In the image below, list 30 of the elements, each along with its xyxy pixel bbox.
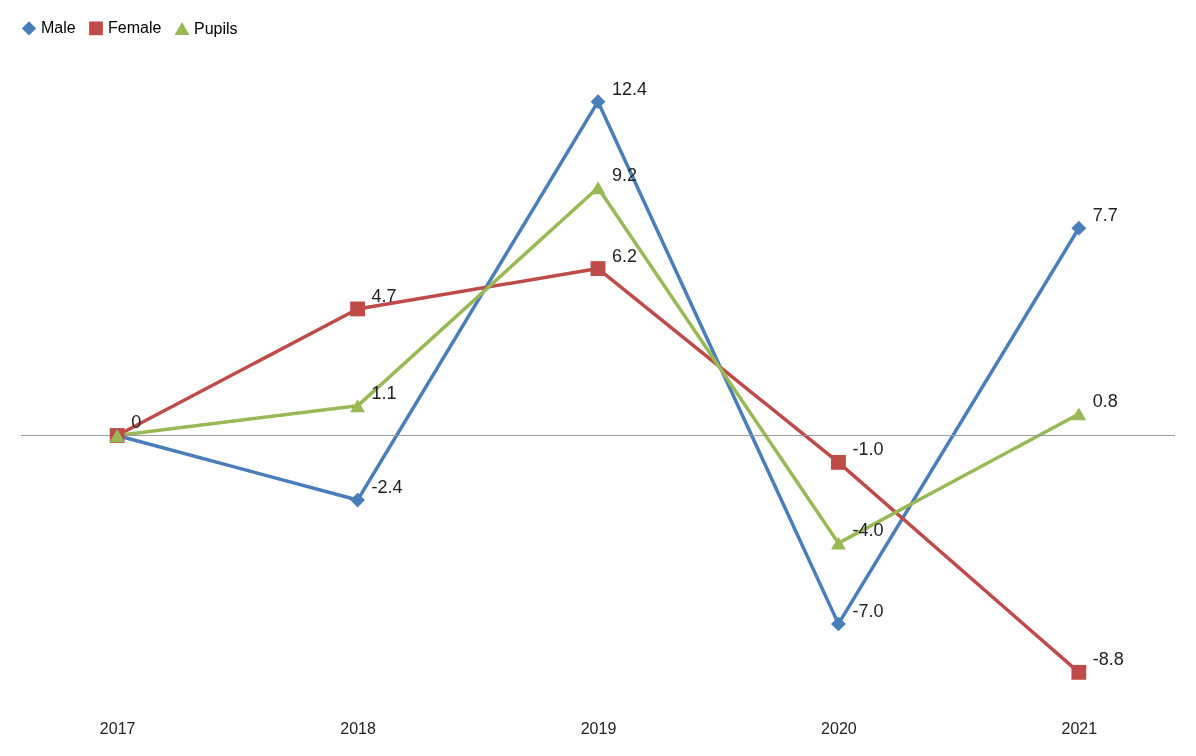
data-label: 4.7 <box>371 285 397 306</box>
legend-label: Pupils <box>194 19 238 37</box>
data-label: -8.8 <box>1092 649 1124 670</box>
x-tick-label: 2021 <box>1061 719 1098 737</box>
data-label: 6.2 <box>612 245 638 266</box>
point <box>1071 407 1087 421</box>
data-label: -7.0 <box>852 600 884 621</box>
data-label: 12.4 <box>612 78 648 99</box>
point <box>831 454 846 470</box>
point <box>1071 220 1087 236</box>
data-label: 1.1 <box>371 382 397 403</box>
point <box>350 301 365 317</box>
data-label: -2.4 <box>371 477 403 498</box>
data-label: 0.8 <box>1092 390 1118 411</box>
x-tick-label: 2017 <box>99 719 136 737</box>
legend-label: Male <box>41 19 76 37</box>
point <box>350 399 365 413</box>
x-tick-label: 2018 <box>340 719 376 737</box>
x-tick-label: 2020 <box>821 719 857 737</box>
legend-label: Female <box>108 19 162 37</box>
data-label: 7.7 <box>1092 205 1118 226</box>
x-tick-label: 2019 <box>580 719 617 737</box>
data-label: -1.0 <box>852 439 884 460</box>
point <box>1071 664 1087 680</box>
point <box>590 94 606 110</box>
point <box>831 536 846 550</box>
point <box>831 616 846 632</box>
point <box>590 261 606 276</box>
point <box>590 181 606 195</box>
point <box>350 492 365 508</box>
